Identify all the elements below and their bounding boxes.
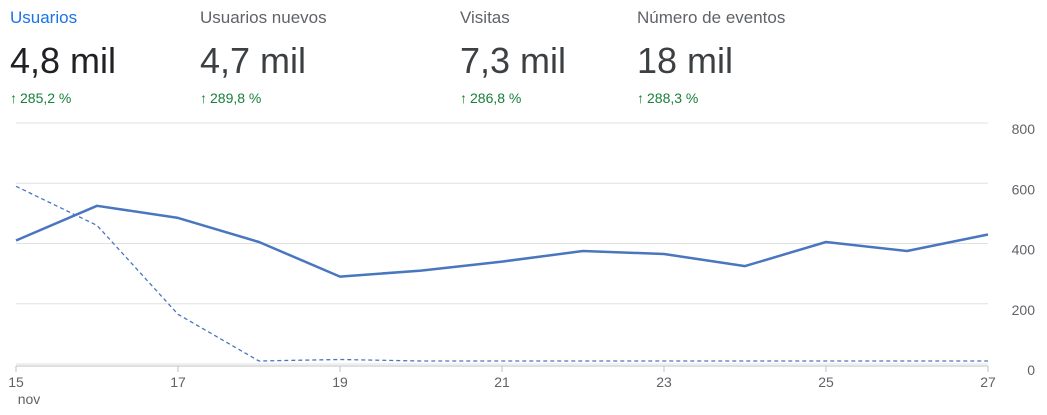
metric-label: Visitas [460, 8, 510, 27]
x-tick-label: 25 [818, 374, 834, 390]
series-line [15, 204, 989, 278]
metric-change-value: 285,2 % [20, 90, 72, 106]
x-tick-label: 15 [8, 374, 24, 390]
x-tick-label: 17 [170, 374, 186, 390]
metric-value: 4,8 mil [10, 40, 117, 81]
metric-value: 18 mil [637, 40, 734, 81]
metric-change: ↑ 288,3 % [637, 90, 698, 106]
y-tick-label: 800 [1012, 121, 1036, 137]
metric-change-value: 289,8 % [210, 90, 262, 106]
x-tick-label: 27 [980, 374, 996, 390]
metric-change: ↑ 289,8 % [200, 90, 261, 106]
x-tick-label: 19 [332, 374, 348, 390]
y-tick-label: 0 [1027, 362, 1035, 378]
metric-label: Usuarios [10, 8, 78, 27]
x-tick-sublabel: nov [18, 391, 41, 407]
x-tick-label: 23 [656, 374, 672, 390]
y-tick-label: 200 [1012, 302, 1036, 318]
arrow-up-icon: ↑ [637, 90, 644, 106]
arrow-up-icon: ↑ [200, 90, 207, 106]
metric-label: Número de eventos [637, 8, 786, 27]
arrow-up-icon: ↑ [10, 90, 17, 106]
metric-change-value: 286,8 % [470, 90, 522, 106]
series-line-dashed [15, 185, 988, 362]
metric-change-value: 288,3 % [647, 90, 699, 106]
x-tick-label: 21 [494, 374, 510, 390]
metric-label: Usuarios nuevos [200, 8, 327, 27]
arrow-up-icon: ↑ [460, 90, 467, 106]
metric-value: 4,7 mil [200, 40, 307, 81]
y-tick-label: 600 [1012, 181, 1036, 197]
metric-change: ↑ 286,8 % [460, 90, 521, 106]
metric-value: 7,3 mil [460, 40, 567, 81]
y-tick-label: 400 [1012, 242, 1036, 258]
metric-change: ↑ 285,2 % [10, 90, 71, 106]
